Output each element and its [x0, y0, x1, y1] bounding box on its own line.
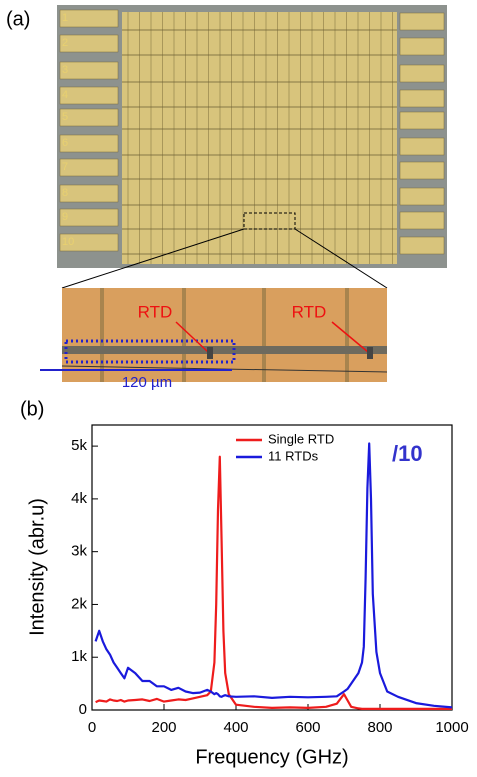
y-tick-label: 1k [71, 648, 87, 665]
pad [399, 161, 445, 180]
pad [399, 37, 445, 56]
pad [399, 12, 445, 31]
inset-label: RTD [138, 302, 173, 321]
y-axis-label: Intensity (abr.u) [26, 498, 48, 636]
y-tick-label: 0 [79, 701, 87, 718]
inset-label: RTD [292, 302, 327, 321]
row-number: 6 [62, 137, 68, 149]
x-tick-label: 600 [295, 719, 320, 736]
pad [59, 9, 119, 28]
row-number: 9 [62, 211, 68, 223]
annotation: /10 [392, 441, 423, 466]
x-tick-label: 0 [88, 719, 96, 736]
pad [399, 187, 445, 206]
zoom-line [61, 228, 245, 289]
row-number: 4 [62, 89, 68, 101]
inset-image [62, 288, 387, 382]
legend-box [233, 430, 347, 466]
pad [399, 236, 445, 255]
series-line [95, 455, 452, 710]
row-number: 2 [62, 37, 68, 49]
panel-label: (a) [6, 8, 30, 30]
micrograph: 1 2 3 4 5 6 7 8 9 10 [57, 5, 447, 289]
pad [399, 137, 445, 156]
array [122, 12, 397, 264]
row-number: 1 [62, 12, 68, 24]
electrode [182, 288, 186, 382]
rtd [367, 347, 373, 359]
pad [399, 89, 445, 108]
series-line [94, 442, 453, 709]
x-tick-label: 400 [223, 719, 248, 736]
x-tick-label: 800 [367, 719, 392, 736]
plot-frame [91, 424, 453, 711]
inset: RTD RTD 120 µm [40, 288, 388, 391]
pad [59, 208, 119, 227]
pad [399, 211, 445, 230]
row-number: 3 [62, 64, 68, 76]
electrode [100, 288, 104, 382]
panel-label: (b) [20, 398, 44, 420]
pad [59, 61, 119, 80]
pad [59, 233, 119, 252]
rtd [207, 347, 213, 359]
pad [59, 108, 119, 127]
arrow [331, 321, 369, 353]
y-tick-label: 5k [71, 437, 87, 454]
y-tick-label: 2k [71, 595, 87, 612]
pad [399, 64, 445, 83]
electrode [262, 288, 266, 382]
waveguide [62, 346, 387, 354]
zoom-box [243, 212, 296, 230]
pad [59, 34, 119, 53]
x-axis-label: Frequency (GHz) [195, 746, 348, 768]
scale-label: 120 µm [122, 374, 172, 391]
arrow [175, 321, 209, 353]
zoom-line [294, 228, 388, 289]
row-number: 10 [62, 236, 74, 248]
legend-label: Single RTD [268, 431, 334, 446]
row-number: 7 [62, 161, 68, 173]
x-tick-label: 1000 [435, 719, 468, 736]
pad [59, 184, 119, 203]
y-tick-label: 3k [71, 543, 87, 560]
pad [59, 158, 119, 177]
pad [399, 111, 445, 130]
pad [59, 86, 119, 105]
row-number: 8 [62, 187, 68, 199]
x-tick-label: 200 [151, 719, 176, 736]
row-number: 5 [62, 111, 68, 123]
pad [59, 134, 119, 153]
legend-label: 11 RTDs [268, 448, 319, 463]
y-tick-label: 4k [71, 490, 87, 507]
